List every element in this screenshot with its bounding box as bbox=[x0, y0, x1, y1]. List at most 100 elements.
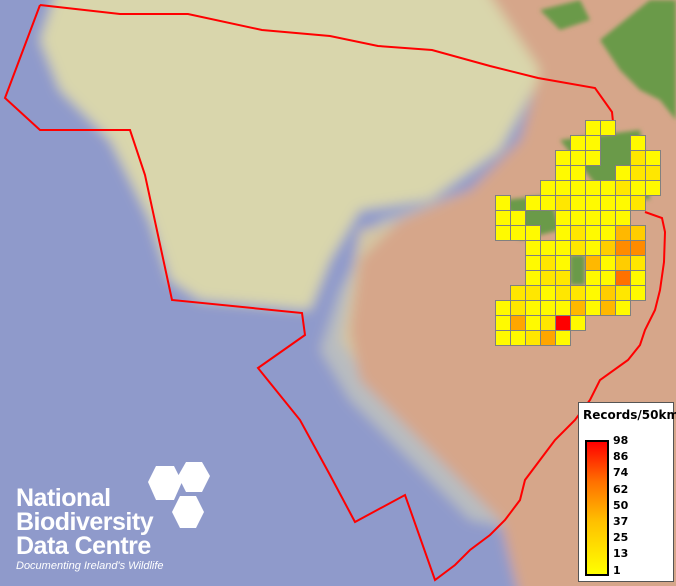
grid-cell[interactable] bbox=[600, 225, 616, 241]
grid-cell[interactable] bbox=[540, 300, 556, 316]
grid-cell[interactable] bbox=[555, 150, 571, 166]
grid-cell[interactable] bbox=[615, 255, 631, 271]
grid-cell[interactable] bbox=[555, 315, 571, 331]
grid-cell[interactable] bbox=[585, 270, 601, 286]
grid-cell[interactable] bbox=[615, 165, 631, 181]
grid-cell[interactable] bbox=[600, 270, 616, 286]
grid-cell[interactable] bbox=[540, 195, 556, 211]
grid-cell[interactable] bbox=[570, 195, 586, 211]
grid-cell[interactable] bbox=[555, 270, 571, 286]
grid-cell[interactable] bbox=[615, 225, 631, 241]
grid-cell[interactable] bbox=[555, 165, 571, 181]
grid-cell[interactable] bbox=[510, 300, 526, 316]
grid-cell[interactable] bbox=[615, 300, 631, 316]
grid-cell[interactable] bbox=[585, 225, 601, 241]
grid-cell[interactable] bbox=[600, 180, 616, 196]
grid-cell[interactable] bbox=[540, 180, 556, 196]
grid-cell[interactable] bbox=[540, 270, 556, 286]
grid-cell[interactable] bbox=[615, 180, 631, 196]
grid-cell[interactable] bbox=[555, 225, 571, 241]
grid-cell[interactable] bbox=[510, 285, 526, 301]
grid-cell[interactable] bbox=[495, 195, 511, 211]
grid-cell[interactable] bbox=[510, 225, 526, 241]
grid-cell[interactable] bbox=[600, 300, 616, 316]
grid-cell[interactable] bbox=[555, 195, 571, 211]
grid-cell[interactable] bbox=[570, 210, 586, 226]
grid-cell[interactable] bbox=[600, 120, 616, 136]
grid-cell[interactable] bbox=[555, 330, 571, 346]
grid-cell[interactable] bbox=[555, 255, 571, 271]
grid-cell[interactable] bbox=[585, 210, 601, 226]
grid-cell[interactable] bbox=[495, 330, 511, 346]
grid-cell[interactable] bbox=[645, 150, 661, 166]
grid-cell[interactable] bbox=[630, 195, 646, 211]
grid-cell[interactable] bbox=[555, 300, 571, 316]
grid-cell[interactable] bbox=[495, 315, 511, 331]
grid-cell[interactable] bbox=[570, 225, 586, 241]
grid-cell[interactable] bbox=[540, 285, 556, 301]
grid-cell[interactable] bbox=[540, 255, 556, 271]
grid-cell[interactable] bbox=[525, 240, 541, 256]
grid-cell[interactable] bbox=[615, 270, 631, 286]
grid-cell[interactable] bbox=[525, 255, 541, 271]
grid-cell[interactable] bbox=[585, 195, 601, 211]
grid-cell[interactable] bbox=[630, 135, 646, 151]
grid-cell[interactable] bbox=[630, 225, 646, 241]
grid-cell[interactable] bbox=[630, 255, 646, 271]
grid-cell[interactable] bbox=[600, 210, 616, 226]
grid-cell[interactable] bbox=[570, 240, 586, 256]
grid-cell[interactable] bbox=[540, 315, 556, 331]
grid-cell[interactable] bbox=[495, 300, 511, 316]
grid-cell[interactable] bbox=[510, 330, 526, 346]
grid-cell[interactable] bbox=[585, 120, 601, 136]
grid-cell[interactable] bbox=[630, 150, 646, 166]
grid-cell[interactable] bbox=[630, 270, 646, 286]
grid-cell[interactable] bbox=[585, 255, 601, 271]
grid-cell[interactable] bbox=[555, 180, 571, 196]
grid-cell[interactable] bbox=[540, 240, 556, 256]
grid-cell[interactable] bbox=[630, 285, 646, 301]
grid-cell[interactable] bbox=[570, 135, 586, 151]
grid-cell[interactable] bbox=[555, 240, 571, 256]
grid-cell[interactable] bbox=[570, 300, 586, 316]
logo-hexagons-icon bbox=[148, 462, 210, 528]
grid-cell[interactable] bbox=[585, 300, 601, 316]
grid-cell[interactable] bbox=[585, 180, 601, 196]
grid-cell[interactable] bbox=[645, 165, 661, 181]
grid-cell[interactable] bbox=[540, 330, 556, 346]
grid-cell[interactable] bbox=[555, 210, 571, 226]
grid-cell[interactable] bbox=[525, 285, 541, 301]
grid-cell[interactable] bbox=[570, 285, 586, 301]
grid-cell[interactable] bbox=[510, 315, 526, 331]
grid-cell[interactable] bbox=[600, 240, 616, 256]
grid-cell[interactable] bbox=[525, 225, 541, 241]
grid-cell[interactable] bbox=[570, 315, 586, 331]
grid-cell[interactable] bbox=[570, 150, 586, 166]
grid-cell[interactable] bbox=[645, 180, 661, 196]
grid-cell[interactable] bbox=[600, 285, 616, 301]
grid-cell[interactable] bbox=[630, 240, 646, 256]
grid-cell[interactable] bbox=[510, 210, 526, 226]
grid-cell[interactable] bbox=[525, 330, 541, 346]
grid-cell[interactable] bbox=[495, 225, 511, 241]
grid-cell[interactable] bbox=[615, 195, 631, 211]
grid-cell[interactable] bbox=[570, 180, 586, 196]
grid-cell[interactable] bbox=[630, 165, 646, 181]
grid-cell[interactable] bbox=[525, 300, 541, 316]
grid-cell[interactable] bbox=[585, 135, 601, 151]
grid-cell[interactable] bbox=[555, 285, 571, 301]
grid-cell[interactable] bbox=[585, 240, 601, 256]
grid-cell[interactable] bbox=[525, 195, 541, 211]
grid-cell[interactable] bbox=[585, 150, 601, 166]
grid-cell[interactable] bbox=[615, 240, 631, 256]
grid-cell[interactable] bbox=[570, 165, 586, 181]
grid-cell[interactable] bbox=[585, 285, 601, 301]
grid-cell[interactable] bbox=[525, 270, 541, 286]
grid-cell[interactable] bbox=[525, 315, 541, 331]
grid-cell[interactable] bbox=[600, 255, 616, 271]
grid-cell[interactable] bbox=[615, 210, 631, 226]
grid-cell[interactable] bbox=[495, 210, 511, 226]
grid-cell[interactable] bbox=[600, 195, 616, 211]
grid-cell[interactable] bbox=[615, 285, 631, 301]
grid-cell[interactable] bbox=[630, 180, 646, 196]
